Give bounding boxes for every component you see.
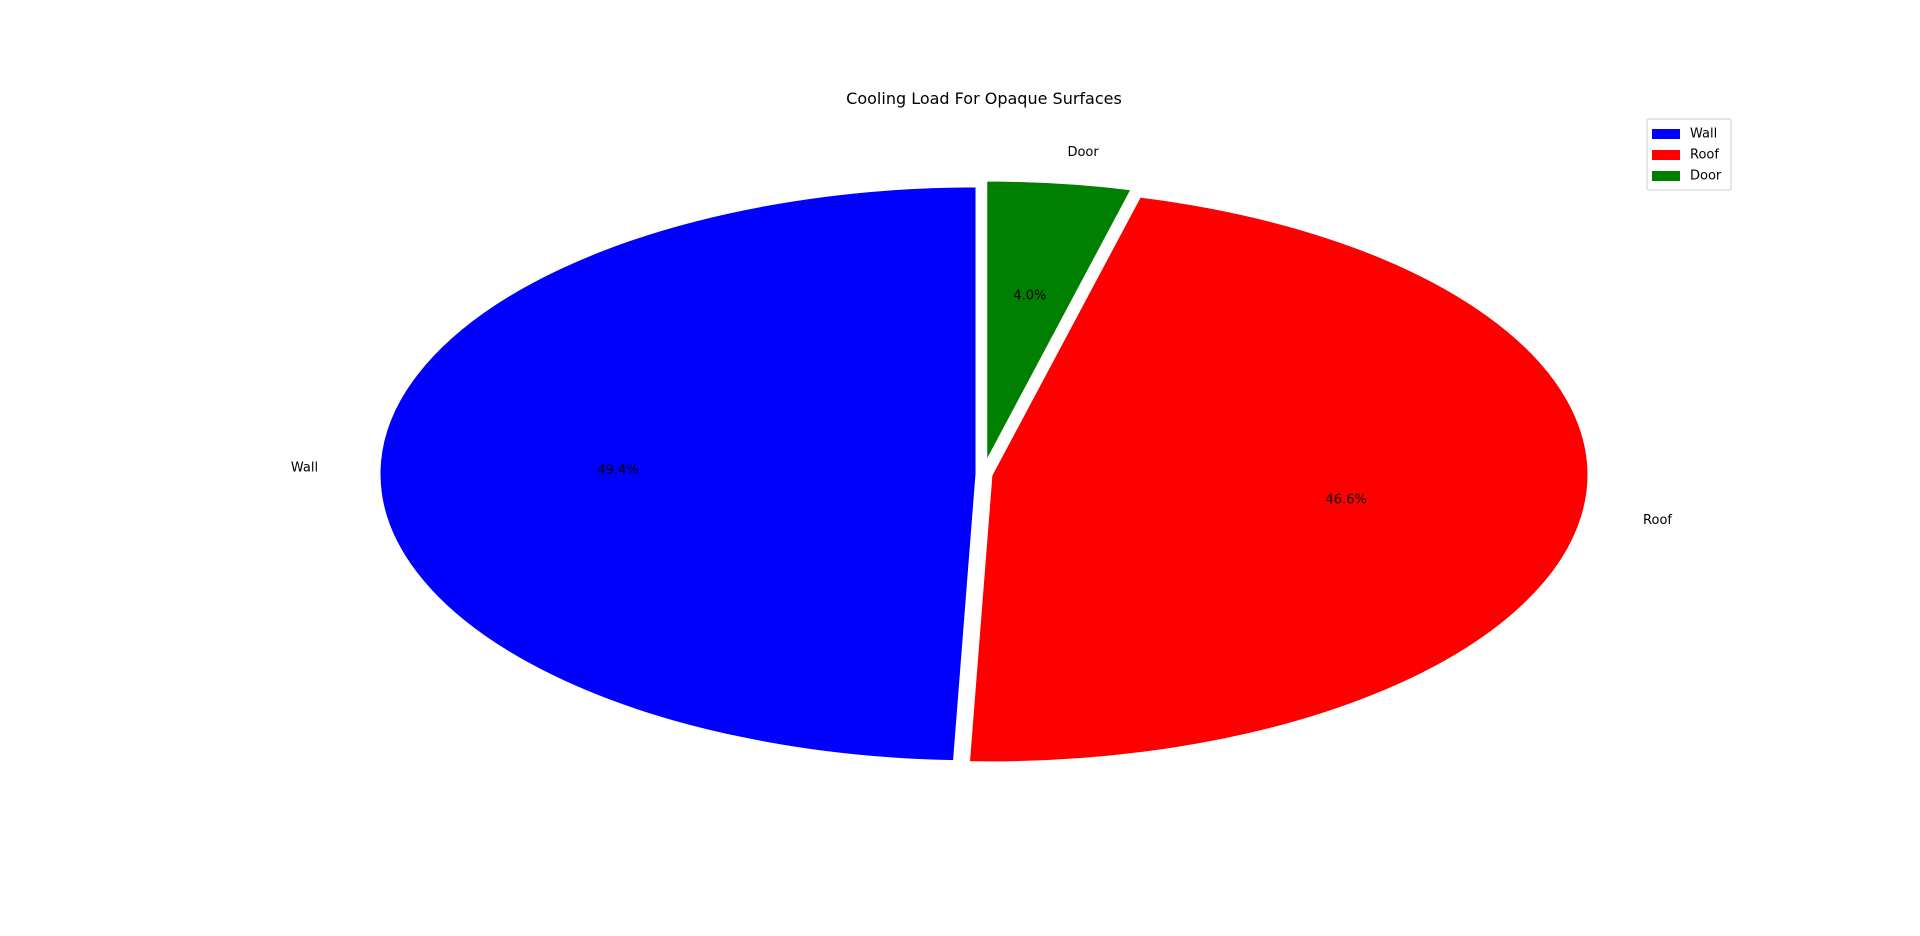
pct-label-wall: 49.4% [597, 463, 638, 478]
pie-slice-roof [964, 192, 1593, 767]
pie-labels: Wall 49.4% Roof 46.6% Door 4.0% [291, 145, 1673, 528]
pie-slice-wall [375, 182, 981, 766]
pct-label-roof: 46.6% [1326, 492, 1367, 507]
chart-title: Cooling Load For Opaque Surfaces [846, 89, 1122, 108]
legend-label-roof: Roof [1690, 148, 1719, 163]
slice-label-roof: Roof [1643, 513, 1672, 528]
pie-slice-door [982, 176, 1138, 470]
legend-swatch-wall [1652, 129, 1680, 139]
pct-label-door: 4.0% [1013, 289, 1046, 304]
legend: Wall Roof Door [1646, 118, 1732, 191]
legend-label-door: Door [1690, 169, 1722, 184]
slice-label-wall: Wall [291, 460, 318, 475]
legend-swatch-roof [1652, 150, 1680, 160]
slice-label-door: Door [1067, 145, 1099, 160]
pie-slices [375, 176, 1593, 767]
legend-label-wall: Wall [1690, 127, 1717, 142]
legend-swatch-door [1652, 171, 1680, 181]
